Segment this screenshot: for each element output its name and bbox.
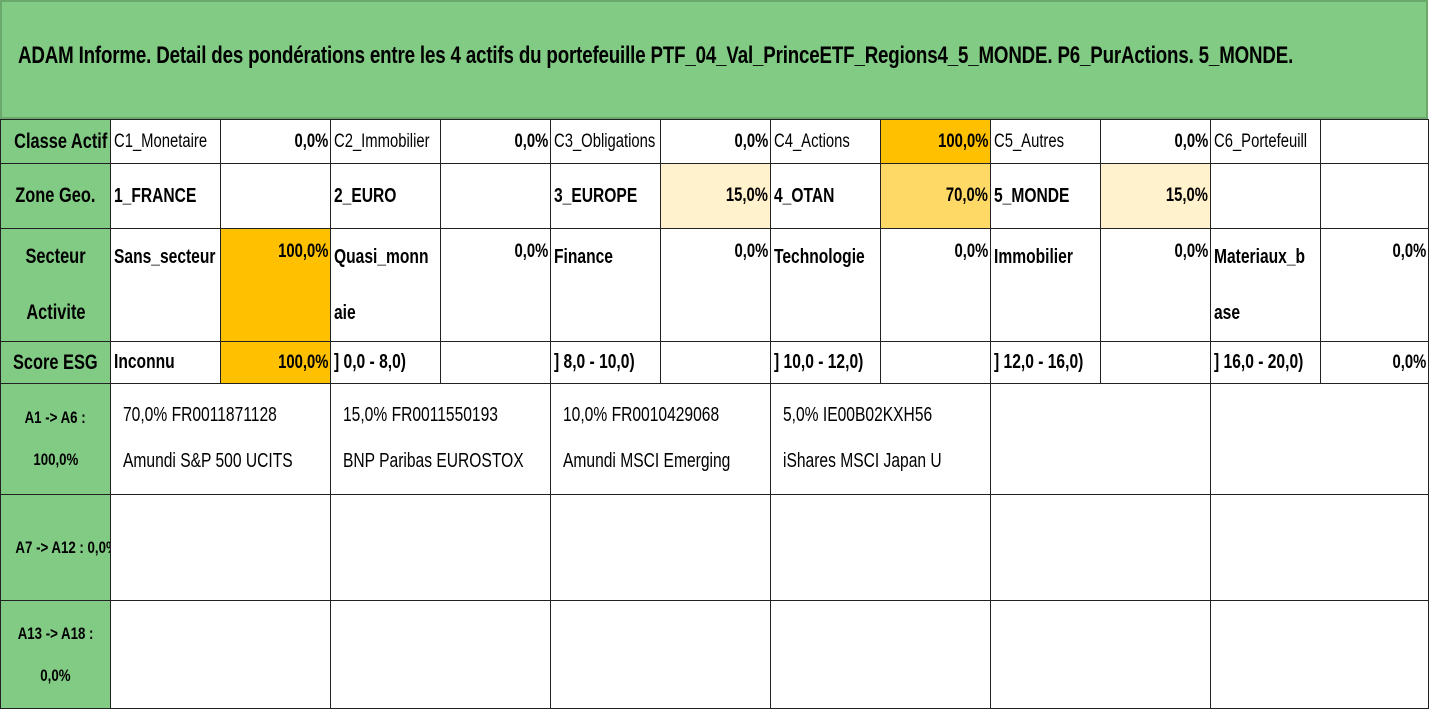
cell-label: Sans_secteur [110, 228, 221, 342]
cell-value-highlighted: 15,0% [1100, 163, 1211, 229]
cell-label: ] 12,0 - 16,0) [990, 341, 1101, 384]
cell-value [880, 341, 991, 384]
asset-cell [550, 600, 771, 709]
cell-value: 0,0% [880, 228, 991, 342]
cell-value [440, 341, 551, 384]
cell-value: 0,0% [1320, 228, 1429, 342]
report-title: ADAM Informe. Detail des pondérations en… [18, 42, 1294, 69]
cell-value: 0,0% [220, 119, 331, 164]
cell-label: C5_Autres [990, 119, 1101, 164]
cell-value: 0,0% [1320, 341, 1429, 384]
row-secteur: Secteur Activite Sans_secteur 100,0% Qua… [0, 228, 1429, 342]
cell-label: Finance [550, 228, 661, 342]
asset-cell [990, 494, 1211, 601]
cell-value: 0,0% [660, 228, 771, 342]
row-header-classe-actif: Classe Actif [0, 119, 111, 164]
cell-label: ] 10,0 - 12,0) [770, 341, 881, 384]
asset-cell [110, 600, 331, 709]
cell-label: 2_EURO [330, 163, 441, 229]
cell-value: 0,0% [660, 119, 771, 164]
asset-cell [770, 600, 991, 709]
asset-cell: 70,0% FR0011871128 Amundi S&P 500 UCITS [110, 383, 331, 495]
asset-cell [1210, 494, 1429, 601]
cell-value-highlighted: 100,0% [220, 228, 331, 342]
cell-label: C6_Portefeuill [1210, 119, 1321, 164]
asset-group-header: A13 -> A18 : 0,0% [0, 600, 111, 709]
cell-value: 0,0% [1100, 119, 1211, 164]
cell-label: 1_FRANCE [110, 163, 221, 229]
asset-cell [110, 494, 331, 601]
row-classe-actif: Classe Actif C1_Monetaire 0,0% C2_Immobi… [0, 119, 1429, 164]
cell-value-highlighted: 100,0% [880, 119, 991, 164]
cell-label: C4_Actions [770, 119, 881, 164]
asset-cell: 5,0% IE00B02KXH56 iShares MSCI Japan U [770, 383, 991, 495]
asset-group-header: A7 -> A12 : 0,0% [0, 494, 111, 601]
cell-label: ] 16,0 - 20,0) [1210, 341, 1321, 384]
cell-label: Technologie [770, 228, 881, 342]
cell-value [660, 341, 771, 384]
cell-value-highlighted: 15,0% [660, 163, 771, 229]
cell-label: Materiaux_b ase [1210, 228, 1321, 342]
cell-label: C1_Monetaire [110, 119, 221, 164]
cell-label: C3_Obligations [550, 119, 661, 164]
cell-value-highlighted: 70,0% [880, 163, 991, 229]
row-score-esg: Score ESG Inconnu 100,0% ] 0,0 - 8,0) ] … [0, 341, 1429, 384]
row-header-secteur: Secteur Activite [0, 228, 111, 342]
cell-label: Quasi_monn aie [330, 228, 441, 342]
cell-label: Inconnu [110, 341, 221, 384]
cell-label: C2_Immobilier [330, 119, 441, 164]
asset-cell [330, 494, 551, 601]
asset-cell [550, 494, 771, 601]
cell-label: ] 8,0 - 10,0) [550, 341, 661, 384]
cell-value: 0,0% [440, 119, 551, 164]
cell-label: 3_EUROPE [550, 163, 661, 229]
cell-label: ] 0,0 - 8,0) [330, 341, 441, 384]
cell-label: 5_MONDE [990, 163, 1101, 229]
row-header-score-esg: Score ESG [0, 341, 111, 384]
row-asset-group-3: A13 -> A18 : 0,0% [0, 600, 1429, 709]
row-asset-group-1: A1 -> A6 : 100,0% 70,0% FR0011871128 Amu… [0, 383, 1429, 495]
asset-cell [1210, 383, 1429, 495]
asset-cell: 10,0% FR0010429068 Amundi MSCI Emerging [550, 383, 771, 495]
asset-cell [990, 600, 1211, 709]
cell-value [1320, 163, 1429, 229]
cell-label: 4_OTAN [770, 163, 881, 229]
weights-table: Classe Actif C1_Monetaire 0,0% C2_Immobi… [0, 119, 1429, 709]
cell-value [1320, 119, 1429, 164]
cell-label [1210, 163, 1321, 229]
asset-group-header: A1 -> A6 : 100,0% [0, 383, 111, 495]
asset-cell [770, 494, 991, 601]
row-header-zone-geo: Zone Geo. [0, 163, 111, 229]
cell-value: 0,0% [440, 228, 551, 342]
asset-cell: 15,0% FR0011550193 BNP Paribas EUROSTOX [330, 383, 551, 495]
asset-cell [330, 600, 551, 709]
cell-value [1100, 341, 1211, 384]
cell-value-highlighted: 100,0% [220, 341, 331, 384]
row-zone-geo: Zone Geo. 1_FRANCE 2_EURO 3_EUROPE 15,0%… [0, 163, 1429, 229]
title-bar: ADAM Informe. Detail des pondérations en… [0, 0, 1428, 119]
cell-value [440, 163, 551, 229]
cell-label: Immobilier [990, 228, 1101, 342]
cell-value: 0,0% [1100, 228, 1211, 342]
cell-value [220, 163, 331, 229]
row-asset-group-2: A7 -> A12 : 0,0% [0, 494, 1429, 601]
asset-cell [1210, 600, 1429, 709]
asset-cell [990, 383, 1211, 495]
